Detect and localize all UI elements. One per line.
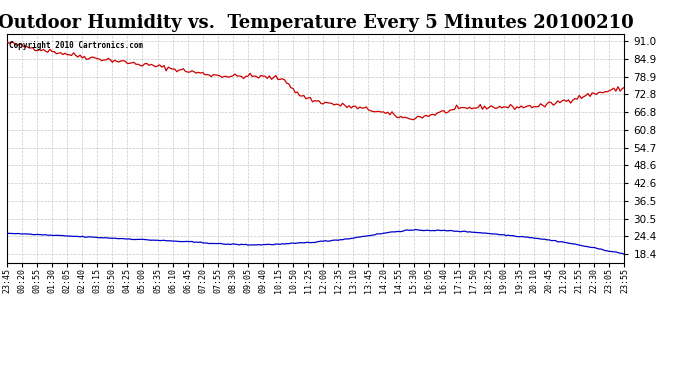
Title: Outdoor Humidity vs.  Temperature Every 5 Minutes 20100210: Outdoor Humidity vs. Temperature Every 5… (0, 14, 633, 32)
Text: Copyright 2010 Cartronics.com: Copyright 2010 Cartronics.com (10, 40, 144, 50)
